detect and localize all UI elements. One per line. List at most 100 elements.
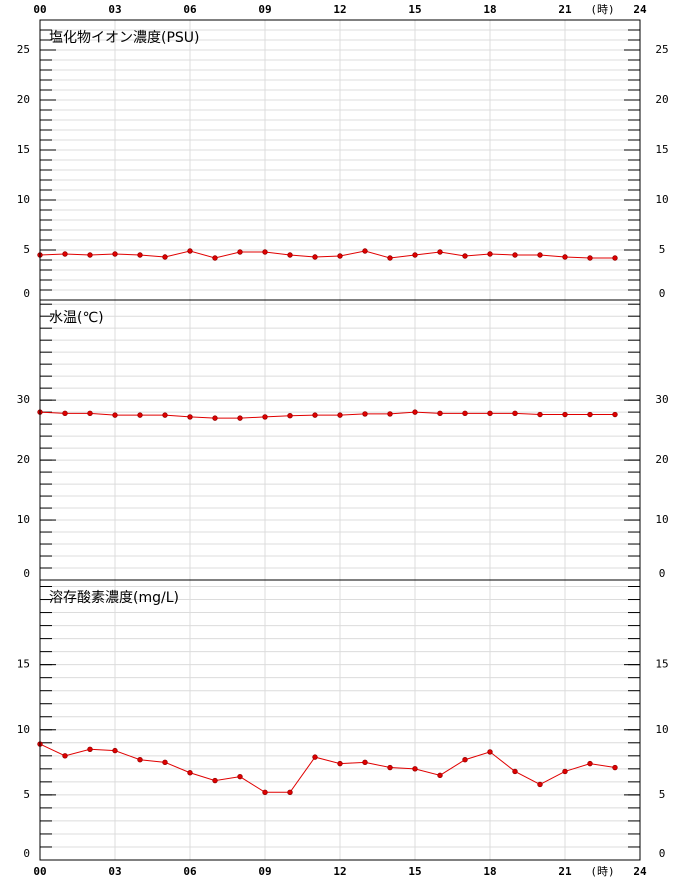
point <box>87 746 93 753</box>
point <box>62 753 68 759</box>
point <box>487 251 493 257</box>
point <box>162 412 168 418</box>
y-tick-label: 5 <box>659 243 666 256</box>
y-tick-label: 0 <box>659 567 666 580</box>
y-tick-label: 10 <box>17 193 30 206</box>
point <box>462 410 468 417</box>
panel-title: 塩化物イオン濃度(PSU) <box>49 30 200 46</box>
point <box>337 760 343 767</box>
y-tick-label: 10 <box>655 193 668 206</box>
x-tick-label: 03 <box>108 865 121 878</box>
x-tick-label: 15 <box>408 865 421 878</box>
y-tick-label: 0 <box>659 847 666 860</box>
panel-frame <box>39 579 641 861</box>
y-tick-label: 30 <box>655 393 668 406</box>
x-tick-label: 18 <box>483 3 496 16</box>
point <box>162 254 168 260</box>
line <box>39 411 615 419</box>
x-tick-label: 09 <box>258 865 271 878</box>
point <box>237 249 243 255</box>
x-tick-label: 24 <box>633 3 647 16</box>
y-tick-label: 10 <box>655 723 668 736</box>
y-tick-label: 0 <box>23 287 30 300</box>
y-tick-label: 15 <box>17 658 30 671</box>
point <box>287 789 293 795</box>
point <box>112 251 118 257</box>
x-tick-label: 06 <box>183 865 197 878</box>
point <box>387 255 393 261</box>
point <box>137 252 143 258</box>
point <box>537 411 543 418</box>
y-tick-label: 15 <box>655 143 668 156</box>
point <box>287 413 293 419</box>
point <box>537 252 543 258</box>
y-tick-label: 10 <box>17 513 30 526</box>
y-tick-label: 15 <box>17 143 30 156</box>
point <box>62 410 68 417</box>
x-axis-label: (時) <box>590 3 614 16</box>
y-tick-label: 20 <box>17 453 30 466</box>
point <box>562 411 568 418</box>
point <box>337 253 343 259</box>
point <box>587 411 593 418</box>
point <box>362 759 368 766</box>
point <box>112 747 118 754</box>
point <box>362 411 368 417</box>
line <box>39 743 616 793</box>
point <box>262 414 268 420</box>
point <box>262 789 268 795</box>
point <box>512 252 518 258</box>
point <box>437 410 443 417</box>
x-tick-label: 15 <box>408 3 421 16</box>
point <box>112 412 118 418</box>
point <box>437 249 443 255</box>
point <box>512 410 518 417</box>
x-tick-label: 18 <box>483 865 496 878</box>
y-tick-label: 20 <box>655 93 668 106</box>
x-tick-label: 12 <box>333 3 346 16</box>
point <box>387 764 393 771</box>
point <box>587 255 593 261</box>
panel-title: 水温(℃) <box>49 310 104 326</box>
y-tick-label: 20 <box>17 93 30 106</box>
point <box>412 409 418 415</box>
point <box>237 773 243 780</box>
point <box>212 415 218 421</box>
point <box>612 764 618 771</box>
point <box>312 754 318 760</box>
line <box>39 250 615 259</box>
x-axis-label: (時) <box>590 865 614 878</box>
point <box>512 768 518 775</box>
point <box>487 410 493 417</box>
point <box>212 255 218 261</box>
point <box>312 254 318 260</box>
y-tick-label: 25 <box>17 43 30 56</box>
point <box>337 412 343 418</box>
y-tick-label: 0 <box>23 847 30 860</box>
point <box>587 760 593 767</box>
point <box>162 759 168 766</box>
point <box>412 252 418 258</box>
point <box>362 248 368 254</box>
y-tick-label: 25 <box>655 43 668 56</box>
point <box>562 768 568 775</box>
point <box>562 254 568 260</box>
point <box>187 414 193 420</box>
point <box>137 757 143 763</box>
point <box>487 749 493 755</box>
point <box>412 766 418 772</box>
point <box>537 781 543 788</box>
y-tick-label: 5 <box>659 788 666 801</box>
y-tick-label: 0 <box>659 287 666 300</box>
point <box>287 252 293 258</box>
point <box>87 252 93 258</box>
point <box>212 777 218 784</box>
point <box>237 415 243 421</box>
point <box>137 412 143 418</box>
panel-title: 溶存酸素濃度(mg/L) <box>49 590 179 606</box>
x-tick-label: 00 <box>33 865 46 878</box>
point <box>312 412 318 418</box>
x-tick-label: 12 <box>333 865 346 878</box>
y-tick-label: 10 <box>655 513 668 526</box>
